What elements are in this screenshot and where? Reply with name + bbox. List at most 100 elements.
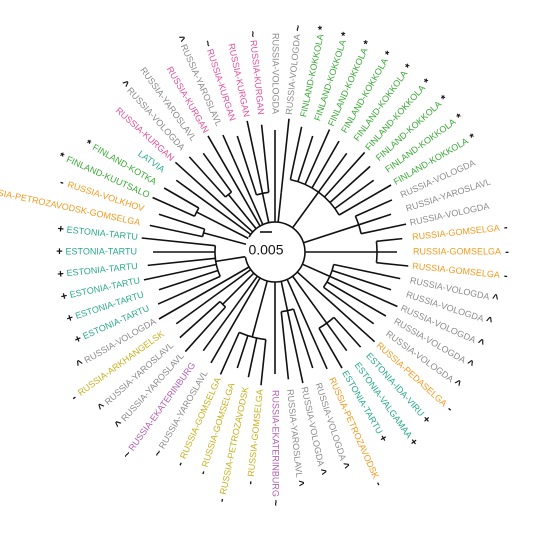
- branch: [215, 255, 246, 263]
- leaf-symbol: +: [65, 312, 75, 325]
- branch: [247, 337, 258, 378]
- branch: [360, 223, 407, 235]
- branch: [256, 191, 269, 196]
- branch: [333, 263, 401, 280]
- branch: [286, 310, 304, 384]
- leaf-symbol: -: [503, 270, 508, 282]
- leaf-symbol: *: [57, 150, 66, 163]
- branch: [277, 192, 283, 223]
- leaf-symbol: ^: [315, 468, 328, 477]
- leaf-label: RUSSIA-GOMSELGA: [246, 389, 265, 478]
- leaf-symbol: ~: [201, 39, 215, 49]
- leaf-symbol: -: [503, 221, 508, 233]
- branch: [227, 193, 257, 230]
- leaf-symbol: -: [244, 480, 256, 485]
- branch: [333, 316, 362, 348]
- branch: [158, 269, 219, 291]
- branch: [376, 237, 403, 243]
- branch: [291, 191, 320, 229]
- branch: [331, 269, 392, 291]
- leaf-symbol: -: [505, 246, 509, 258]
- branch: [202, 300, 241, 352]
- branch: [260, 339, 267, 386]
- branch: [229, 211, 254, 233]
- branch: [143, 263, 217, 281]
- leaf-symbol: -: [174, 460, 187, 469]
- leaf-symbol: *: [362, 38, 375, 47]
- branch: [179, 300, 221, 339]
- branch: [376, 261, 409, 267]
- branch: [311, 140, 340, 189]
- branch: [260, 124, 270, 193]
- leaf-symbol: ~: [292, 24, 305, 32]
- branch: [280, 118, 290, 193]
- branch: [326, 322, 348, 352]
- leaf-symbol: *: [422, 76, 434, 88]
- branch: [214, 245, 221, 277]
- branch: [251, 280, 269, 338]
- leaf-symbol: ^: [475, 337, 486, 351]
- branch: [147, 257, 216, 267]
- leaf-label: RUSSIA-GOMSELGA: [412, 223, 501, 242]
- leaf-label: RUSSIA-YAROSLAVL: [285, 389, 304, 478]
- branch: [358, 213, 392, 226]
- branch: [157, 275, 221, 305]
- branch: [174, 161, 231, 213]
- branch: [303, 224, 359, 244]
- leaf-symbol: *: [339, 30, 352, 38]
- leaf-symbol: -: [197, 469, 210, 477]
- leaf-symbol: ^: [293, 480, 306, 488]
- leaf-symbol: +: [60, 290, 69, 303]
- branch: [175, 179, 193, 193]
- leaf-symbol: ~: [246, 30, 259, 38]
- branch: [219, 332, 240, 375]
- branch: [323, 151, 366, 198]
- leaf-label: RUSSIA-GOMSELGA: [412, 261, 501, 280]
- leaf-symbol: ^: [174, 34, 188, 45]
- branch: [141, 237, 216, 247]
- branch: [318, 327, 343, 369]
- branch: [158, 302, 188, 320]
- branch: [175, 303, 205, 325]
- branch: [292, 308, 314, 369]
- branch: [281, 308, 294, 313]
- branch: [230, 175, 261, 227]
- leaf-symbol: ~: [269, 500, 281, 507]
- branch: [152, 196, 195, 217]
- branch: [261, 193, 270, 223]
- branch: [203, 232, 247, 246]
- branch: [326, 281, 387, 317]
- branch: [375, 241, 378, 263]
- branch: [290, 178, 340, 216]
- leaf-symbol: *: [455, 111, 466, 124]
- leaf-symbol: +: [376, 433, 390, 445]
- leaf-symbol: ^: [484, 315, 494, 329]
- leaf-symbol: *: [468, 131, 478, 144]
- branch: [317, 152, 348, 193]
- branch: [323, 286, 375, 325]
- branch: [202, 152, 233, 193]
- leaf-symbol: -: [216, 497, 229, 503]
- branch: [188, 156, 227, 198]
- leaf-symbol: ^: [464, 358, 476, 372]
- branch: [201, 228, 206, 237]
- leaf-label: RUSSIA-GOMSELGA: [413, 246, 501, 256]
- leaf-symbol: +: [73, 333, 84, 347]
- branch: [192, 191, 252, 236]
- branch: [207, 135, 232, 177]
- leaf-symbol: ^: [491, 292, 500, 305]
- branch: [222, 272, 255, 305]
- branch: [203, 268, 252, 305]
- branch: [329, 275, 398, 308]
- leaf-symbol: -: [58, 176, 66, 189]
- branch: [210, 339, 225, 364]
- branch: [334, 179, 375, 210]
- leaf-label: RUSSIA-EKATERINBURG: [271, 390, 281, 497]
- branch: [315, 344, 328, 370]
- branch: [186, 266, 250, 304]
- branch: [280, 311, 290, 380]
- branch: [236, 335, 249, 369]
- leaf-label: RUSSIA-VOLOGDA: [271, 33, 281, 114]
- leaf-symbol: -: [69, 392, 79, 404]
